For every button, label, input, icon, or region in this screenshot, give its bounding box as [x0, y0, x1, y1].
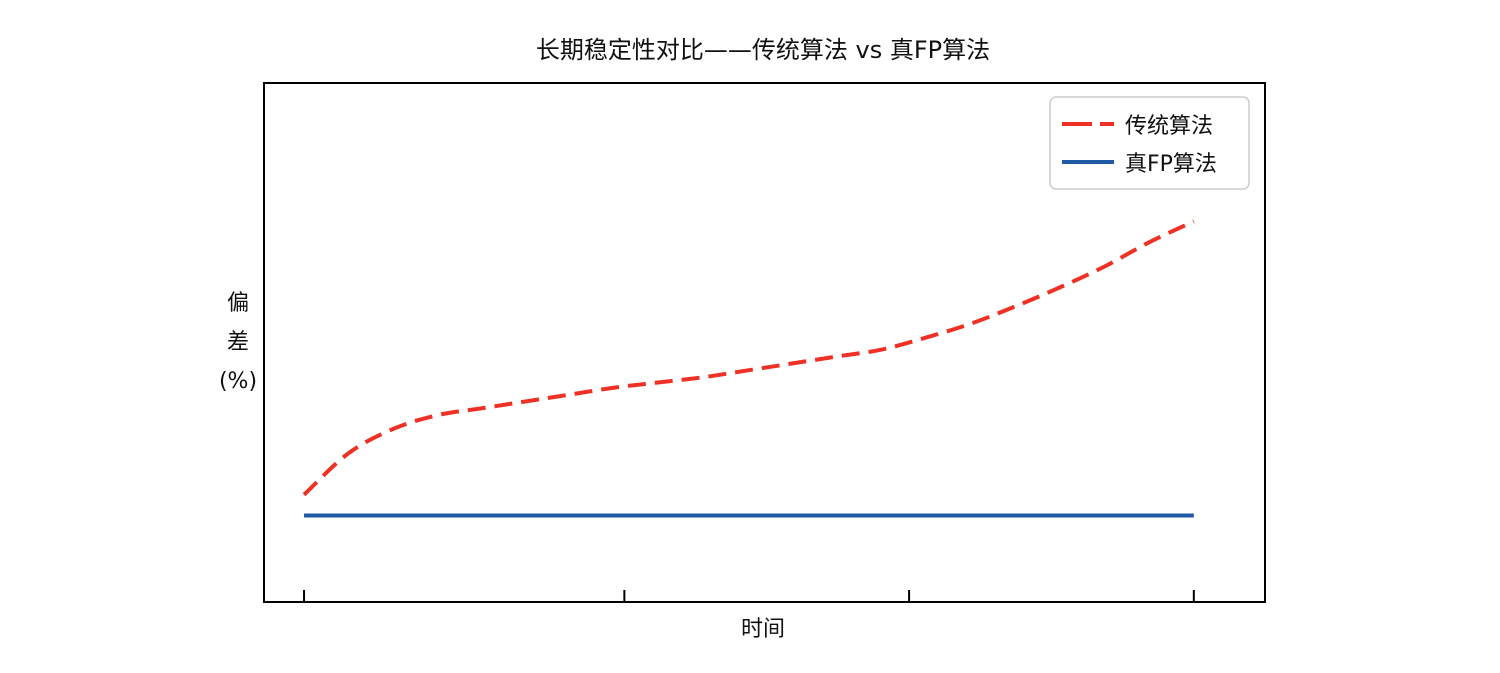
- chart-title: 长期稳定性对比——传统算法 vs 真FP算法: [536, 36, 990, 64]
- y-axis-label: 偏 差 (%): [219, 291, 257, 394]
- legend-label-traditional: 传统算法: [1125, 114, 1213, 139]
- legend: 传统算法 真FP算法: [1049, 96, 1250, 190]
- x-axis-ticks: [263, 578, 1266, 602]
- y-label-line-2: 差: [227, 330, 249, 355]
- legend-box: [1049, 96, 1250, 190]
- series-line-0: [302, 219, 1195, 497]
- y-label-line-3: (%): [219, 369, 257, 394]
- y-label-line-1: 偏: [227, 291, 249, 316]
- series-layer: [302, 219, 1195, 518]
- x-axis-label: 时间: [741, 617, 785, 642]
- legend-label-true-fp: 真FP算法: [1125, 152, 1217, 177]
- plot-frame: [263, 82, 1266, 603]
